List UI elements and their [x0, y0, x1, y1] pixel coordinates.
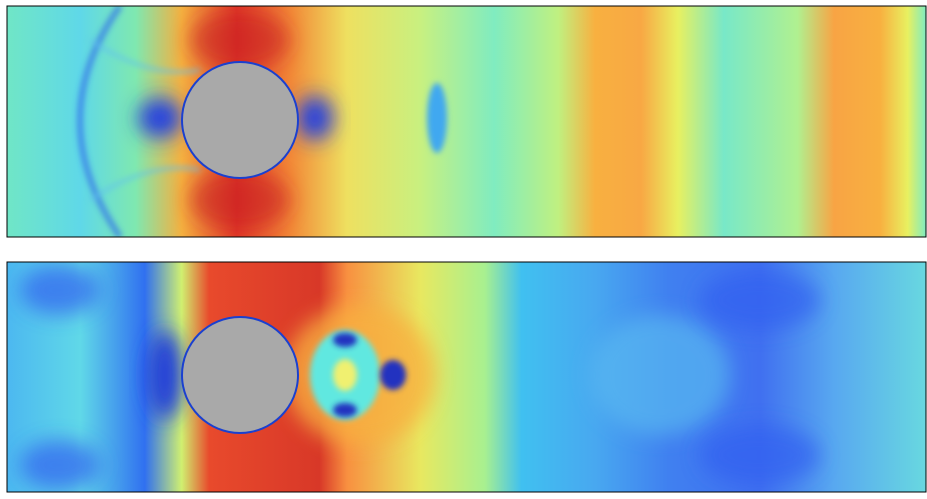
bottom-panel	[7, 262, 926, 492]
field-blob	[333, 403, 357, 417]
field-blob	[147, 330, 183, 420]
field-blob	[138, 98, 182, 138]
field-blob	[20, 440, 100, 490]
field-blob	[333, 333, 357, 347]
flow-field-figure	[0, 0, 927, 494]
field-blob	[427, 83, 447, 153]
field-blob	[333, 359, 357, 391]
field-blob	[700, 425, 820, 485]
cylinder	[183, 318, 297, 432]
field-blob	[20, 265, 100, 315]
cylinder	[183, 63, 297, 177]
field-blob	[380, 360, 406, 390]
field-blob	[700, 270, 820, 330]
field-blob	[590, 315, 730, 435]
top-panel	[7, 6, 926, 237]
field-blob	[297, 96, 333, 140]
page	[0, 0, 927, 494]
